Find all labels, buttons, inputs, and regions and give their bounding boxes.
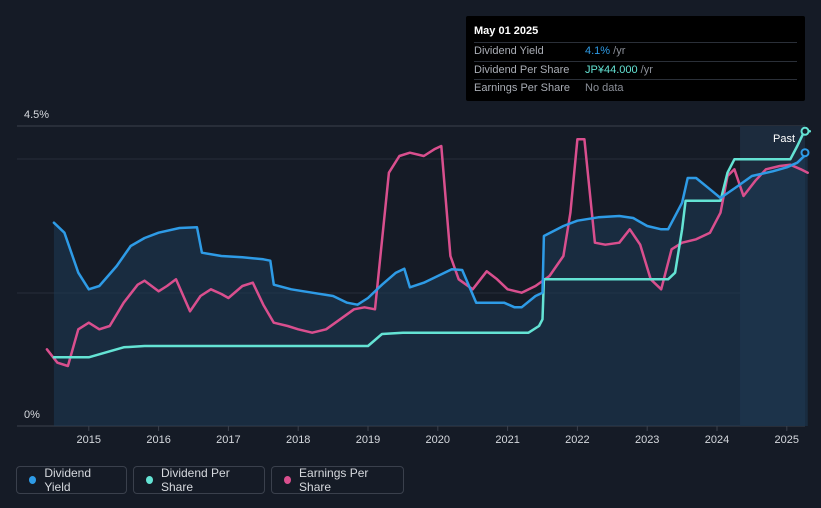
x-tick-label: 2019 (356, 434, 380, 446)
x-tick-label: 2024 (705, 434, 729, 446)
x-tick-label: 2016 (146, 434, 170, 446)
tooltip-label: Dividend Per Share (474, 63, 570, 76)
tooltip-value: 4.1% (585, 45, 611, 57)
tooltip-row-earnings-per-share: Earnings Per Share No data (474, 80, 797, 98)
tooltip-unit: /yr (610, 45, 626, 57)
tooltip-value: JP¥44.000 (585, 63, 638, 76)
x-tick-label: 2025 (775, 434, 799, 446)
tooltip-row-dividend-yield: Dividend Yield 4.1% /yr (474, 43, 797, 62)
x-tick-label: 2015 (77, 434, 101, 446)
x-tick-label: 2023 (635, 434, 659, 446)
x-tick-label: 2020 (426, 434, 450, 446)
tooltip-value-group: JP¥44.000 /yr (585, 62, 653, 80)
y-tick-zero: 0% (24, 409, 40, 421)
legend-label: Dividend Per Share (161, 466, 230, 494)
legend-dot-icon (284, 476, 292, 484)
tooltip-value-group: 4.1% /yr (585, 43, 625, 61)
past-label: Past (773, 133, 795, 145)
x-tick-label: 2018 (286, 434, 310, 446)
tooltip-value: No data (585, 82, 624, 94)
tooltip-date: May 01 2025 (474, 16, 797, 43)
tooltip-row-dividend-per-share: Dividend Per Share JP¥44.000 /yr (474, 62, 797, 80)
dividend-yield-area (53, 152, 808, 426)
dividend-per-share-line (52, 130, 812, 359)
legend-earnings-per-share[interactable]: Earnings Per Share (271, 466, 404, 494)
dividend-yield-line (52, 151, 809, 309)
legend-dot-icon (29, 476, 37, 484)
legend-dot-icon (146, 476, 153, 484)
y-tick-max: 4.5% (24, 109, 49, 121)
tooltip-unit: /yr (637, 63, 653, 76)
earnings-per-share-line (45, 138, 809, 368)
legend-dividend-per-share[interactable]: Dividend Per Share (133, 466, 265, 494)
tooltip-label: Earnings Per Share (474, 82, 570, 94)
legend-dividend-yield[interactable]: Dividend Yield (16, 466, 127, 494)
x-tick-label: 2022 (565, 434, 589, 446)
x-tick-label: 2017 (216, 434, 240, 446)
x-tick-label: 2021 (495, 434, 519, 446)
series-end-marker (800, 126, 810, 136)
legend-label: Earnings Per Share (299, 466, 369, 494)
tooltip: May 01 2025 Dividend Yield 4.1% /yr Divi… (466, 16, 805, 101)
legend-label: Dividend Yield (44, 466, 92, 494)
tooltip-label: Dividend Yield (474, 45, 544, 57)
series-end-marker (800, 148, 810, 158)
